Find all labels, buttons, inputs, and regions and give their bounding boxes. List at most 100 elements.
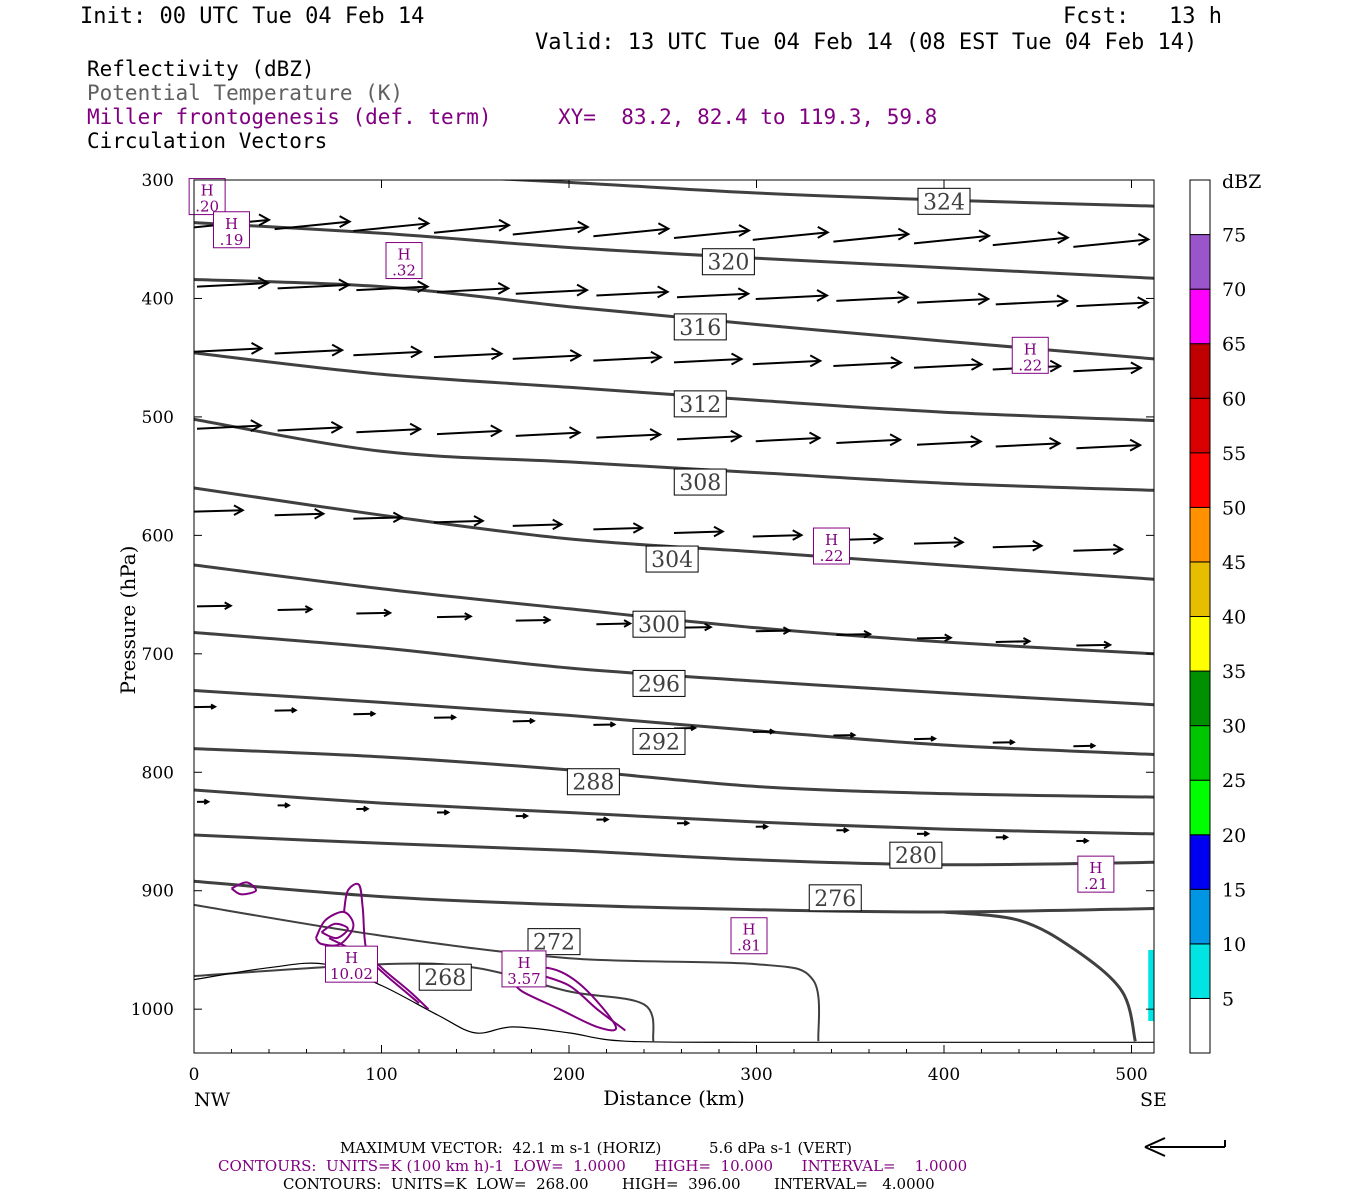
vector-shaft [752,231,828,241]
circulation-vector [596,285,670,299]
fronto-max-label: H [1024,340,1037,358]
vector-shaft [916,440,981,446]
theta-label-box [673,390,727,418]
vector-head [1009,739,1016,746]
vector-shaft [836,296,908,302]
fronto-max-value: .19 [220,231,244,249]
circulation-vector [596,619,633,628]
vector-head [730,429,743,443]
vector-shaft [277,283,349,290]
theta-label-box [527,928,581,956]
vector-head [210,703,218,710]
vector-head [978,229,992,243]
vector-head [251,342,264,355]
vector-head [923,830,931,837]
circulation-vector [916,830,931,837]
vector-head [1137,296,1150,309]
legend-reflectivity: Reflectivity (dBZ) [87,57,315,81]
vector-head [690,724,698,732]
fronto-max-label: H [397,246,410,264]
vector-head [897,227,911,241]
fronto-max-value: .21 [1084,875,1108,893]
colorbar-level-label: 75 [1222,225,1246,247]
vector-head [809,431,822,445]
vector-head [944,633,953,642]
valid-time: Valid: 13 UTC Tue 04 Feb 14 (08 EST Tue … [535,30,1198,55]
circulation-vector [1073,233,1151,248]
circulation-vector [515,283,590,297]
vector-head [603,816,610,823]
x-tick-label: 400 [928,1065,960,1085]
fronto-max-box [325,945,378,983]
theta-label: 280 [895,844,937,869]
circulation-vector [274,508,326,520]
vector-head [464,612,473,621]
fronto-max-box [501,950,547,988]
colorbar-level-label: 60 [1222,388,1246,410]
theta-contour-280 [194,833,1154,867]
vector-head [203,798,211,805]
theta-label: 320 [707,251,749,276]
vector-head [762,823,770,830]
circulation-vector [916,292,991,306]
vector-shaft [913,234,990,245]
fronto-max-label: H [517,954,530,972]
vector-head [843,827,850,834]
legend-xy: XY= 83.2, 82.4 to 119.3, 59.8 [558,105,938,129]
circulation-vector [353,710,377,717]
vector-shaft [515,289,588,295]
circulation-vector [277,802,291,809]
circulation-vector [356,280,430,293]
vector-head [443,809,451,816]
vector-shaft [995,442,1060,448]
vector-shaft [436,615,471,619]
theta-label: 312 [679,393,721,418]
circulation-vector [755,289,830,302]
vector-shaft [992,236,1068,247]
vector-head [623,619,633,628]
circulation-vector [992,739,1016,746]
x-tick-label: 300 [740,1065,772,1085]
legend-theta: Potential Temperature (K) [87,81,404,105]
colorbar-segment [1189,397,1211,454]
vector-head [609,721,617,728]
vector-head [649,428,663,441]
colorbar-level-label: 55 [1222,443,1246,465]
vector-shaft [196,424,261,430]
colorbar-segment [1189,288,1211,345]
vector-head [1130,361,1143,375]
circulation-vector [995,294,1070,308]
circulation-vector [515,812,530,820]
circulation-vector [433,347,504,361]
circulation-vector [836,827,850,834]
circulation-vector [593,222,671,238]
circulation-vector [755,626,792,635]
vector-shaft [1073,366,1141,373]
y-tick-label: 700 [142,645,174,665]
vector-shaft [833,361,901,367]
vector-head [331,343,345,357]
vector-shaft [353,350,421,357]
x-axis-title: Distance (km) [603,1086,745,1110]
vector-head [490,424,503,438]
vector-head [657,222,671,236]
colorbar-level-label: 50 [1222,497,1246,519]
colorbar-segment [1189,452,1211,508]
circulation-vector [436,281,511,295]
fronto-contour-6 [230,881,257,896]
legend-vectors: Circulation Vectors [87,129,328,153]
theta-contour-272 [194,903,821,1042]
circulation-vector [196,276,271,290]
vector-shaft [433,519,483,524]
vector-shaft [356,428,421,434]
colorbar-level-label: 25 [1222,770,1246,792]
vector-head [1083,837,1090,844]
vector-shaft [1073,238,1149,248]
circulation-vector [836,433,903,447]
vector-head [284,802,291,809]
vector-shaft [673,229,750,240]
fronto-max-label: H [1089,859,1102,877]
circulation-vector [1076,296,1150,309]
colorbar-level-label: 5 [1222,988,1234,1010]
fronto-max-value: .22 [1018,356,1042,374]
